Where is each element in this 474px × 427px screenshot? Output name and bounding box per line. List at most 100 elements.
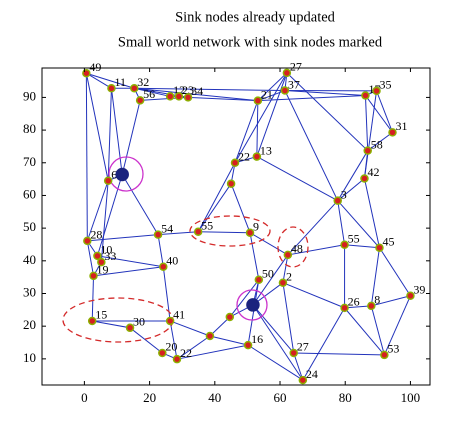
edge: [158, 231, 199, 236]
node: [135, 96, 145, 105]
node: [252, 152, 262, 161]
node: [289, 348, 298, 358]
node-label: 23: [182, 83, 194, 97]
node: [89, 271, 98, 281]
edge: [379, 247, 411, 297]
node: [388, 128, 397, 137]
node-label: 33: [104, 249, 116, 263]
node: [165, 92, 175, 101]
edge: [86, 180, 109, 242]
edge: [169, 320, 178, 360]
node-label: 55: [201, 218, 213, 232]
edge: [157, 234, 164, 267]
node: [226, 179, 236, 188]
edge: [344, 244, 380, 249]
edge: [257, 94, 366, 102]
node: [254, 275, 264, 285]
node-label: 56: [143, 87, 155, 101]
chart-title: Sink nodes already updated: [175, 9, 336, 25]
edge: [110, 88, 123, 175]
edge: [370, 247, 380, 306]
node-label: 48: [291, 242, 303, 256]
node: [103, 176, 113, 185]
node: [278, 278, 288, 287]
node-label: 45: [382, 234, 394, 248]
x-tick-label: 100: [401, 390, 421, 405]
y-tick-label: 30: [23, 284, 36, 299]
edge: [282, 282, 295, 354]
y-tick-label: 40: [23, 252, 36, 267]
node: [230, 158, 240, 168]
edge: [134, 87, 258, 102]
edge: [85, 73, 88, 241]
edge: [230, 183, 251, 233]
node: [172, 354, 182, 364]
node-label: 30: [133, 315, 145, 329]
edge: [129, 327, 163, 354]
x-tick-label: 80: [339, 390, 352, 405]
edge: [86, 72, 135, 89]
edge: [234, 100, 259, 163]
node: [130, 84, 139, 93]
node: [87, 316, 97, 326]
node-label: 2: [286, 269, 292, 283]
node: [159, 262, 168, 271]
node: [372, 86, 381, 96]
edges: [85, 72, 411, 381]
edge: [383, 295, 411, 356]
node: [360, 174, 369, 183]
edge: [197, 162, 236, 232]
node-label: 37: [288, 77, 300, 91]
edge: [363, 178, 380, 248]
node-label: 9: [253, 219, 259, 233]
y-tick-label: 50: [23, 219, 36, 234]
x-tick-label: 0: [81, 390, 88, 405]
edge: [96, 174, 123, 257]
node: [193, 227, 203, 236]
edge: [209, 316, 231, 337]
node-label: 21: [261, 87, 273, 101]
edge: [293, 352, 385, 356]
node: [165, 316, 175, 326]
node: [107, 84, 116, 93]
edge: [284, 90, 366, 96]
y-tick-label: 20: [23, 317, 36, 332]
node-label: 11: [114, 75, 126, 89]
node: [367, 301, 376, 311]
edge: [344, 305, 372, 309]
edge: [370, 305, 385, 356]
edge: [337, 150, 369, 201]
node: [283, 250, 293, 260]
node-label: 3: [341, 187, 347, 201]
x-tick-label: 40: [208, 390, 221, 405]
edge: [287, 244, 345, 256]
edge: [249, 232, 260, 280]
node-label: 26: [348, 295, 360, 309]
node-label: 39: [413, 283, 425, 297]
edge: [367, 131, 393, 152]
node-label: 34: [191, 84, 203, 98]
node: [158, 348, 167, 358]
edge: [107, 88, 112, 181]
edge: [169, 320, 211, 337]
edge: [92, 320, 131, 329]
x-tick-label: 60: [274, 390, 287, 405]
node: [125, 323, 135, 333]
edge: [198, 231, 251, 234]
edge: [229, 279, 260, 318]
edge: [282, 254, 289, 283]
node: [333, 196, 342, 205]
node: [340, 303, 349, 313]
edge: [249, 232, 289, 256]
edge: [91, 275, 95, 321]
node-label: 22: [180, 346, 192, 360]
edge: [337, 200, 346, 245]
edge: [337, 178, 365, 202]
highlight-ellipse: [62, 297, 174, 343]
node-label: 35: [380, 78, 392, 92]
node: [97, 257, 106, 267]
y-tick-label: 70: [23, 154, 36, 169]
node: [406, 291, 415, 301]
node: [375, 243, 384, 252]
node: [225, 312, 235, 322]
